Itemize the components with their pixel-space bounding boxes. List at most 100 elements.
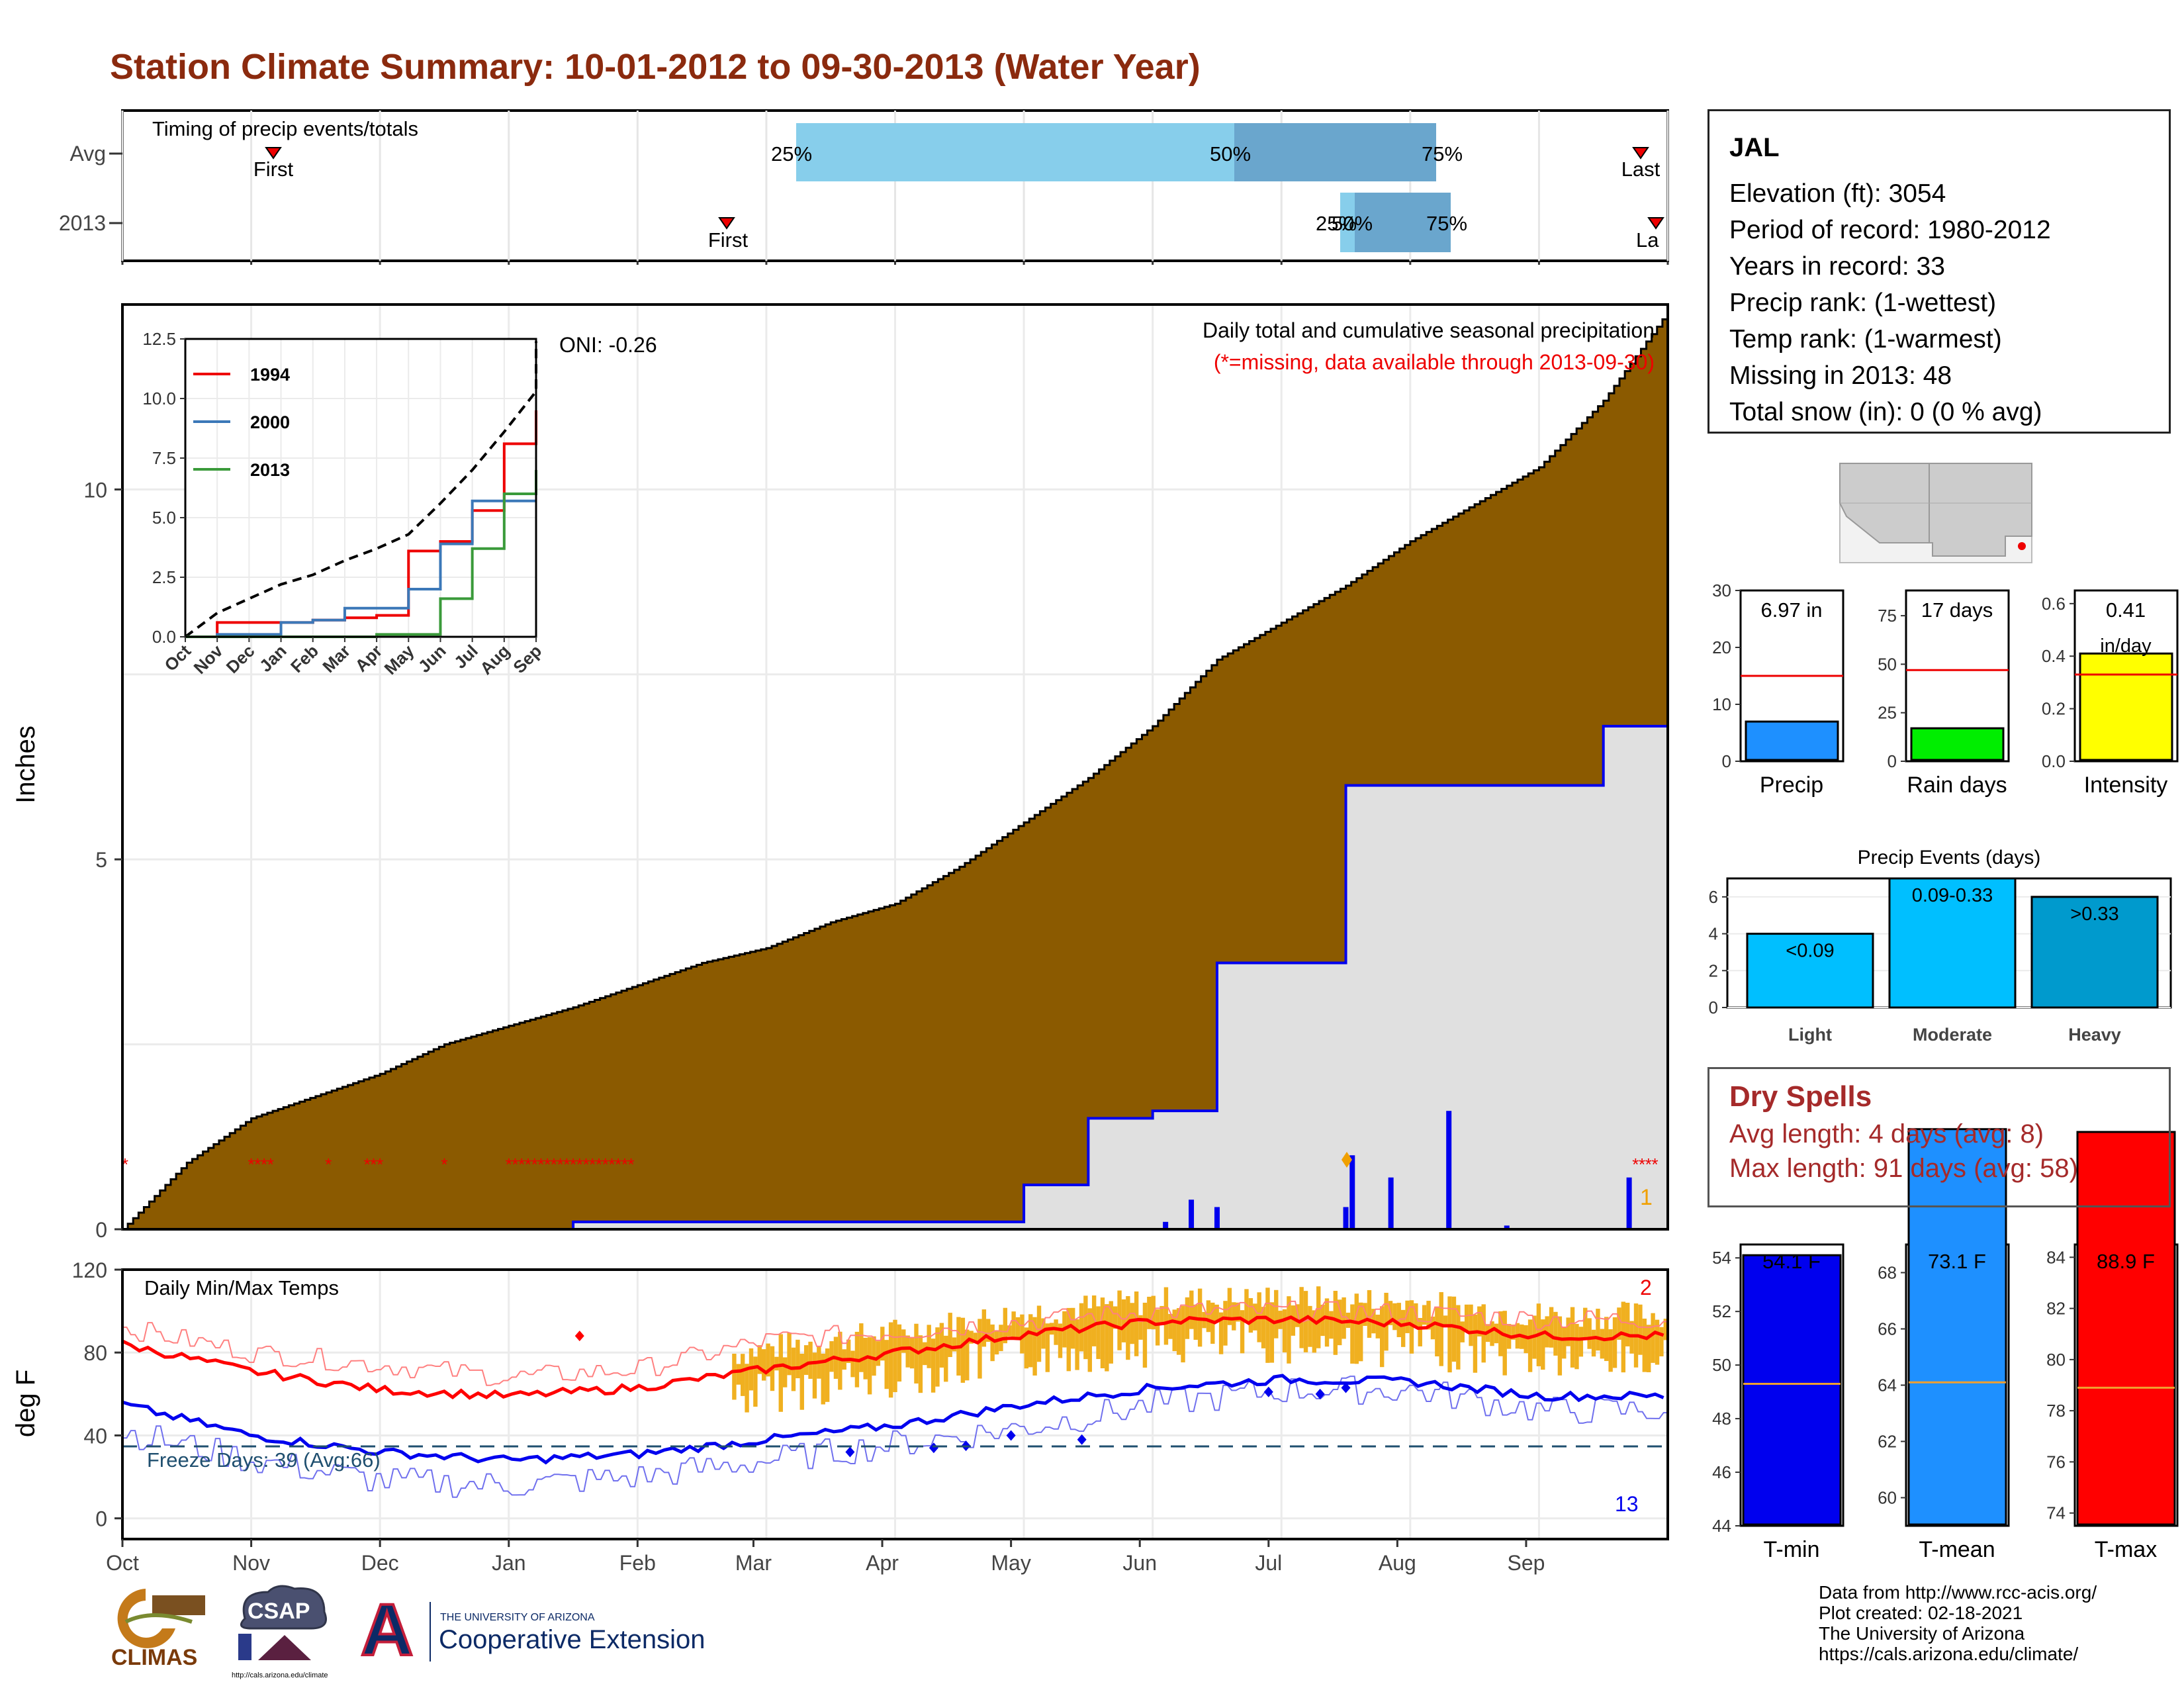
- temp-anomaly-bar: [1172, 1309, 1177, 1352]
- temp-anomaly-bar: [986, 1319, 991, 1342]
- precip-diamond-marker: [1342, 1152, 1352, 1168]
- missing-marker: *: [248, 1154, 255, 1174]
- temp-anomaly-bar: [1117, 1290, 1122, 1350]
- missing-marker: *: [1651, 1154, 1658, 1174]
- temp-anomaly-bar: [1028, 1314, 1033, 1368]
- month-tick-label: Jun: [1122, 1551, 1157, 1575]
- temp-anomaly-bar: [1007, 1325, 1012, 1336]
- daily-precip-bar: [1189, 1199, 1195, 1229]
- missing-marker: *: [615, 1154, 621, 1174]
- timing-2013-first: First: [708, 228, 749, 252]
- temp-anomaly-bar: [846, 1339, 851, 1364]
- precip-event-bar: [1746, 933, 1874, 1009]
- tmax-chart: 88.9 F 74 76 78 80 82 84 T-max: [2046, 1131, 2179, 1562]
- temp-anomaly-bar: [1130, 1303, 1134, 1344]
- precip-events-title: Precip Events (days): [1858, 847, 2041, 868]
- temp-summary-ytick-label: 64: [1878, 1376, 1897, 1395]
- precip-ytick-label: 0: [95, 1218, 107, 1242]
- temp-anomaly-bar: [1287, 1296, 1291, 1364]
- temp-anomaly-bar: [1490, 1321, 1494, 1346]
- timing-2013-p50: 50%: [1332, 212, 1373, 235]
- temp-anomaly-bar: [1142, 1302, 1148, 1368]
- university-logo: A THE UNIVERSITY OF ARIZONA Cooperative …: [359, 1588, 705, 1672]
- temp-summary-ytick-label: 62: [1878, 1432, 1897, 1452]
- temp-anomaly-bar: [1359, 1302, 1363, 1362]
- intensity-unit: in/day: [2100, 635, 2152, 657]
- temp-anomaly-bar: [1367, 1289, 1372, 1338]
- precip-panel: * * * * * * * * * * * * * * * * * * * * * * * * * * * * * * * * * * 0510 …: [11, 303, 1669, 1242]
- precip-total-bar: [1745, 720, 1839, 761]
- temp-anomaly-bar: [825, 1348, 830, 1402]
- temp-anomaly-bar: [732, 1353, 737, 1400]
- inset-ytick-label: 12.5: [142, 329, 176, 349]
- temp-anomaly-bar: [1316, 1286, 1321, 1348]
- temp-anomaly-bar: [1054, 1319, 1058, 1345]
- precip-event-value: >0.33: [2070, 904, 2118, 925]
- temp-anomaly-bar: [1405, 1300, 1410, 1333]
- temp-anomaly-bar: [888, 1322, 893, 1398]
- temp-summary-ytick-label: 66: [1878, 1319, 1897, 1339]
- precip-frame: [121, 303, 1669, 1231]
- temp-anomaly-bar: [1566, 1317, 1570, 1346]
- temp-anomaly-bar: [1638, 1304, 1643, 1355]
- temp-anomaly-bar: [1596, 1309, 1600, 1351]
- summary-ytick-label: 20: [1712, 637, 1731, 657]
- temp-anomaly-bar: [1181, 1305, 1185, 1363]
- missing-marker: *: [261, 1154, 267, 1174]
- tmin-bar: [1742, 1254, 1842, 1526]
- month-tick-label: Jan: [492, 1551, 526, 1575]
- record-max-line: [122, 1300, 1668, 1386]
- inset-line-avg: [184, 341, 537, 638]
- missing-marker: *: [628, 1154, 635, 1174]
- temp-summary-ytick-label: 54: [1712, 1248, 1731, 1268]
- temp-summary-ytick-label: 46: [1712, 1462, 1731, 1482]
- temp-anomaly-bar: [1138, 1315, 1143, 1340]
- rain-days-bar: [1910, 727, 2005, 761]
- summary-ytick-label: 25: [1878, 703, 1897, 723]
- temp-anomaly-bar: [1269, 1302, 1275, 1363]
- temp-anomaly-bar: [757, 1345, 762, 1374]
- summary-ytick-label: 50: [1878, 654, 1897, 674]
- temp-anomaly-bar: [1477, 1306, 1482, 1336]
- temp-anomaly-bar: [1303, 1291, 1308, 1352]
- temp-anomaly-bar: [761, 1349, 766, 1381]
- temp-anomaly-bar: [1109, 1301, 1113, 1364]
- csap-url: http://cals.arizona.edu/climate: [232, 1671, 328, 1679]
- timing-avg-p25: 25%: [771, 142, 812, 165]
- missing-marker: *: [1645, 1154, 1652, 1174]
- temp-anomaly-bar: [1193, 1304, 1198, 1340]
- freeze-days-label: Freeze Days: 39 (Avg:66): [147, 1448, 381, 1472]
- inset-ytick-label: 0.0: [152, 627, 176, 647]
- credit-university: The University of Arizona: [1819, 1623, 2025, 1644]
- temp-anomaly-bar: [1647, 1325, 1651, 1373]
- intensity-value: 0.41: [2106, 598, 2146, 622]
- avg-min-line: [122, 1374, 1664, 1465]
- temp-anomaly-bar: [1105, 1304, 1109, 1372]
- missing-marker: *: [377, 1154, 383, 1174]
- temp-anomaly-bar: [1460, 1321, 1465, 1342]
- temp-summary-ytick-label: 68: [1878, 1263, 1897, 1283]
- temp-anomaly-bar: [1621, 1301, 1626, 1373]
- temp-summary-ytick-label: 52: [1712, 1301, 1731, 1321]
- temp-anomaly-bar: [1274, 1289, 1279, 1338]
- temp-anomaly-bar: [1541, 1319, 1545, 1370]
- summary-ytick-label: 0: [1722, 751, 1731, 771]
- events-ytick-label: 4: [1709, 924, 1718, 944]
- intensity-chart: 0.41 in/day 0.0 0.2 0.4 0.6 Intensity: [2042, 589, 2179, 798]
- timing-avg-bar-dark: [1234, 123, 1436, 181]
- missing-marker: *: [557, 1154, 564, 1174]
- temp-anomaly-bar: [1435, 1307, 1439, 1357]
- temp-anomaly-bar: [1176, 1308, 1181, 1355]
- temp-anomaly-bar: [1223, 1301, 1228, 1346]
- temp-anomaly-bar: [1248, 1298, 1253, 1333]
- temp-anomaly-bar: [1443, 1315, 1448, 1327]
- inset-ytick-label: 2.5: [152, 567, 176, 587]
- temp-anomaly-bar: [867, 1337, 872, 1395]
- temp-anomaly-bar: [1608, 1329, 1613, 1372]
- page-title: Station Climate Summary: 10-01-2012 to 0…: [110, 47, 1201, 87]
- temp-panel: 0 40 80 120 Oct Nov Dec Jan Feb Mar Apr May Jun Jul A…: [11, 1258, 1669, 1575]
- temp-anomaly-bar: [799, 1354, 804, 1410]
- temp-anomaly-bar: [1066, 1307, 1071, 1372]
- temp-anomaly-bar: [808, 1341, 813, 1379]
